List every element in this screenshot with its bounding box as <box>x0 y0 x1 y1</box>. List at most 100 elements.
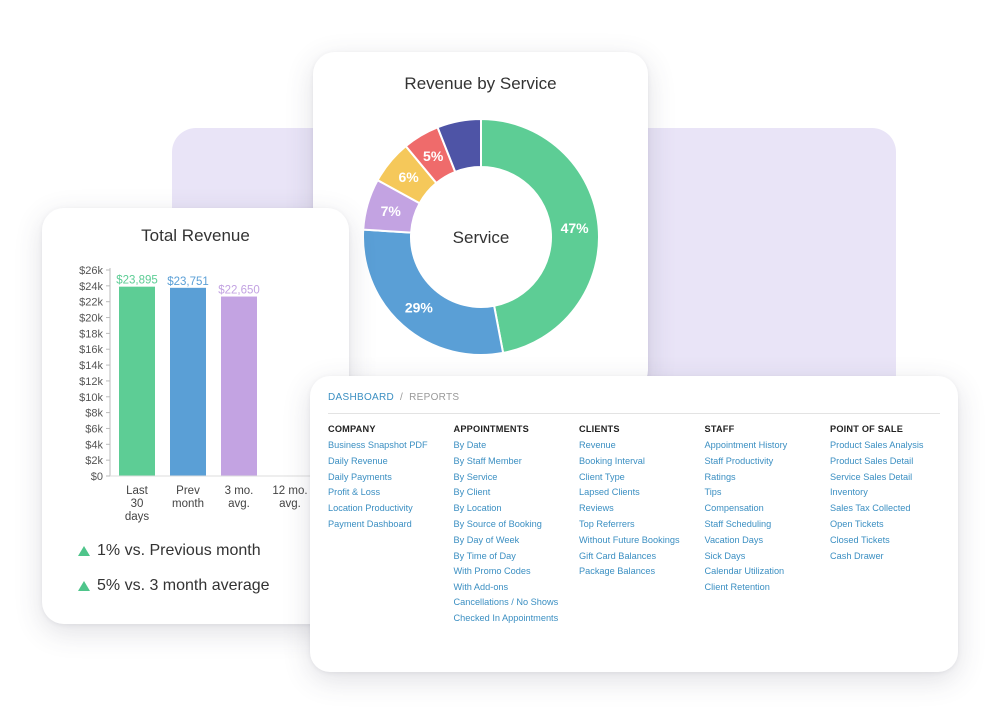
report-column-heading: COMPANY <box>328 424 376 434</box>
x-category-label: days <box>125 511 150 523</box>
y-tick-label: $26k <box>79 265 103 277</box>
report-link[interactable]: Compensation <box>704 503 764 514</box>
report-link[interactable]: Staff Scheduling <box>704 518 772 529</box>
bar <box>170 287 206 476</box>
report-link[interactable]: Daily Payments <box>328 471 392 482</box>
y-tick-label: $14k <box>79 360 103 372</box>
bar-value-label: $23,895 <box>116 275 158 287</box>
breadcrumb-dashboard-link[interactable]: DASHBOARD <box>328 392 395 403</box>
y-tick-label: $12k <box>79 376 103 388</box>
slice-label: 6% <box>398 169 419 185</box>
report-link[interactable]: Inventory <box>830 487 868 498</box>
report-link[interactable]: Revenue <box>579 440 616 450</box>
y-tick-label: $18k <box>79 328 103 340</box>
x-category-label: 12 mo. <box>272 485 307 497</box>
donut-slice <box>436 117 482 174</box>
x-category-label: Last <box>126 485 149 497</box>
report-link[interactable]: With Promo Codes <box>453 566 531 577</box>
report-link[interactable]: By Service <box>453 471 498 482</box>
report-link[interactable]: Service Sales Detail <box>830 471 913 482</box>
report-link[interactable]: By Day of Week <box>453 534 520 545</box>
report-link[interactable]: Tips <box>704 487 722 498</box>
report-link[interactable]: Daily Revenue <box>328 455 388 466</box>
y-tick-label: $10k <box>79 392 103 404</box>
bar-value-label: $23,751 <box>167 276 209 288</box>
trend-text: 1% vs. Previous month <box>97 542 261 559</box>
donut-slice <box>362 228 505 356</box>
report-link[interactable]: Location Productivity <box>328 503 413 514</box>
donut-title: Revenue by Service <box>404 74 557 93</box>
report-link[interactable]: Business Snapshot PDF <box>328 440 428 450</box>
report-link[interactable]: Client Retention <box>704 582 770 593</box>
breadcrumb-reports: REPORTS <box>409 392 460 403</box>
report-link[interactable]: Calendar Utilization <box>704 566 785 577</box>
report-link[interactable]: Checked In Appointments <box>453 612 559 623</box>
report-link[interactable]: Staff Productivity <box>704 455 774 466</box>
report-link[interactable]: Cancellations / No Shows <box>453 596 559 607</box>
x-category-label: 30 <box>131 498 144 510</box>
report-column-point-of-sale: POINT OF SALE Product Sales Analysis Produ… <box>830 424 956 628</box>
report-link[interactable]: Cash Drawer <box>830 550 884 561</box>
y-tick-label: $2k <box>85 455 103 467</box>
donut-center-label: Service <box>453 228 510 247</box>
report-column-staff: STAFF Appointment History Staff Productivi… <box>705 424 831 628</box>
report-link[interactable]: Without Future Bookings <box>579 534 680 545</box>
up-arrow-icon <box>78 546 90 556</box>
report-link[interactable]: Package Balances <box>579 566 656 577</box>
report-link[interactable]: By Client <box>453 487 491 498</box>
report-link[interactable]: Booking Interval <box>579 455 645 466</box>
trend-text: 5% vs. 3 month average <box>97 577 270 594</box>
report-link[interactable]: Gift Card Balances <box>579 550 657 561</box>
report-link[interactable]: Client Type <box>579 471 625 482</box>
y-tick-label: $24k <box>79 281 103 293</box>
report-link[interactable]: Open Tickets <box>830 518 884 529</box>
total-revenue-bar-chart: $0 $2k $4k $6k $8k $10k $12k $14k $16k $18k $20k $2… <box>79 265 315 523</box>
divider <box>328 413 940 414</box>
breadcrumb-separator: / <box>400 392 404 403</box>
y-tick-label: $0 <box>91 471 103 483</box>
report-link[interactable]: Reviews <box>579 503 614 514</box>
slice-label: 5% <box>423 148 444 164</box>
report-link[interactable]: Product Sales Analysis <box>830 440 924 450</box>
donut-slice <box>480 117 600 355</box>
report-link[interactable]: Ratings <box>704 471 736 482</box>
revenue-title: Total Revenue <box>141 226 250 245</box>
trend-three-month-average: 5% vs. 3 month average <box>78 577 270 595</box>
up-arrow-icon <box>78 581 90 591</box>
breadcrumb: DASHBOARD / REPORTS <box>328 392 459 403</box>
bar-value-label: $22,650 <box>218 285 260 297</box>
report-link[interactable]: By Location <box>453 503 502 514</box>
report-link[interactable]: By Time of Day <box>453 550 516 561</box>
report-link[interactable]: Sales Tax Collected <box>830 503 911 514</box>
slice-label: 7% <box>381 203 402 219</box>
report-link[interactable]: Product Sales Detail <box>830 455 914 466</box>
report-column-heading: APPOINTMENTS <box>453 424 529 434</box>
report-link[interactable]: Payment Dashboard <box>328 518 412 529</box>
x-category-label: month <box>172 498 204 510</box>
y-tick-label: $16k <box>79 344 103 356</box>
report-link[interactable]: Sick Days <box>704 550 746 561</box>
x-category-label: avg. <box>228 498 250 510</box>
revenue-by-service-donut-chart: 47% 29% 7% 6%5% Service <box>362 117 600 356</box>
y-tick-label: $22k <box>79 297 103 309</box>
y-tick-label: $6k <box>85 423 103 435</box>
report-link[interactable]: Top Referrers <box>579 518 635 529</box>
report-column-company: COMPANY Business Snapshot PDF Daily Revenu… <box>328 424 454 628</box>
report-link[interactable]: With Add-ons <box>453 582 509 593</box>
report-column-heading: POINT OF SALE <box>830 424 904 434</box>
x-category-label: Prev <box>176 485 200 497</box>
report-link[interactable]: Lapsed Clients <box>579 487 640 498</box>
y-tick-label: $8k <box>85 408 103 420</box>
report-link[interactable]: Vacation Days <box>704 534 764 545</box>
report-link[interactable]: By Staff Member <box>453 455 522 466</box>
report-column-appointments: APPOINTMENTS By Date By Staff Member By Ser… <box>454 424 580 628</box>
report-columns: COMPANY Business Snapshot PDF Daily Revenu… <box>328 424 956 628</box>
report-link[interactable]: Profit & Loss <box>328 487 381 498</box>
report-column-clients: CLIENTS Revenue Booking Interval Client Typ… <box>579 424 705 628</box>
trend-previous-month: 1% vs. Previous month <box>78 542 261 560</box>
reports-menu-card: DASHBOARD / REPORTS COMPANY Business Snap… <box>310 376 958 672</box>
report-link[interactable]: By Source of Booking <box>453 518 542 529</box>
report-link[interactable]: Appointment History <box>704 440 788 450</box>
report-link[interactable]: Closed Tickets <box>830 534 890 545</box>
report-link[interactable]: By Date <box>453 440 487 450</box>
